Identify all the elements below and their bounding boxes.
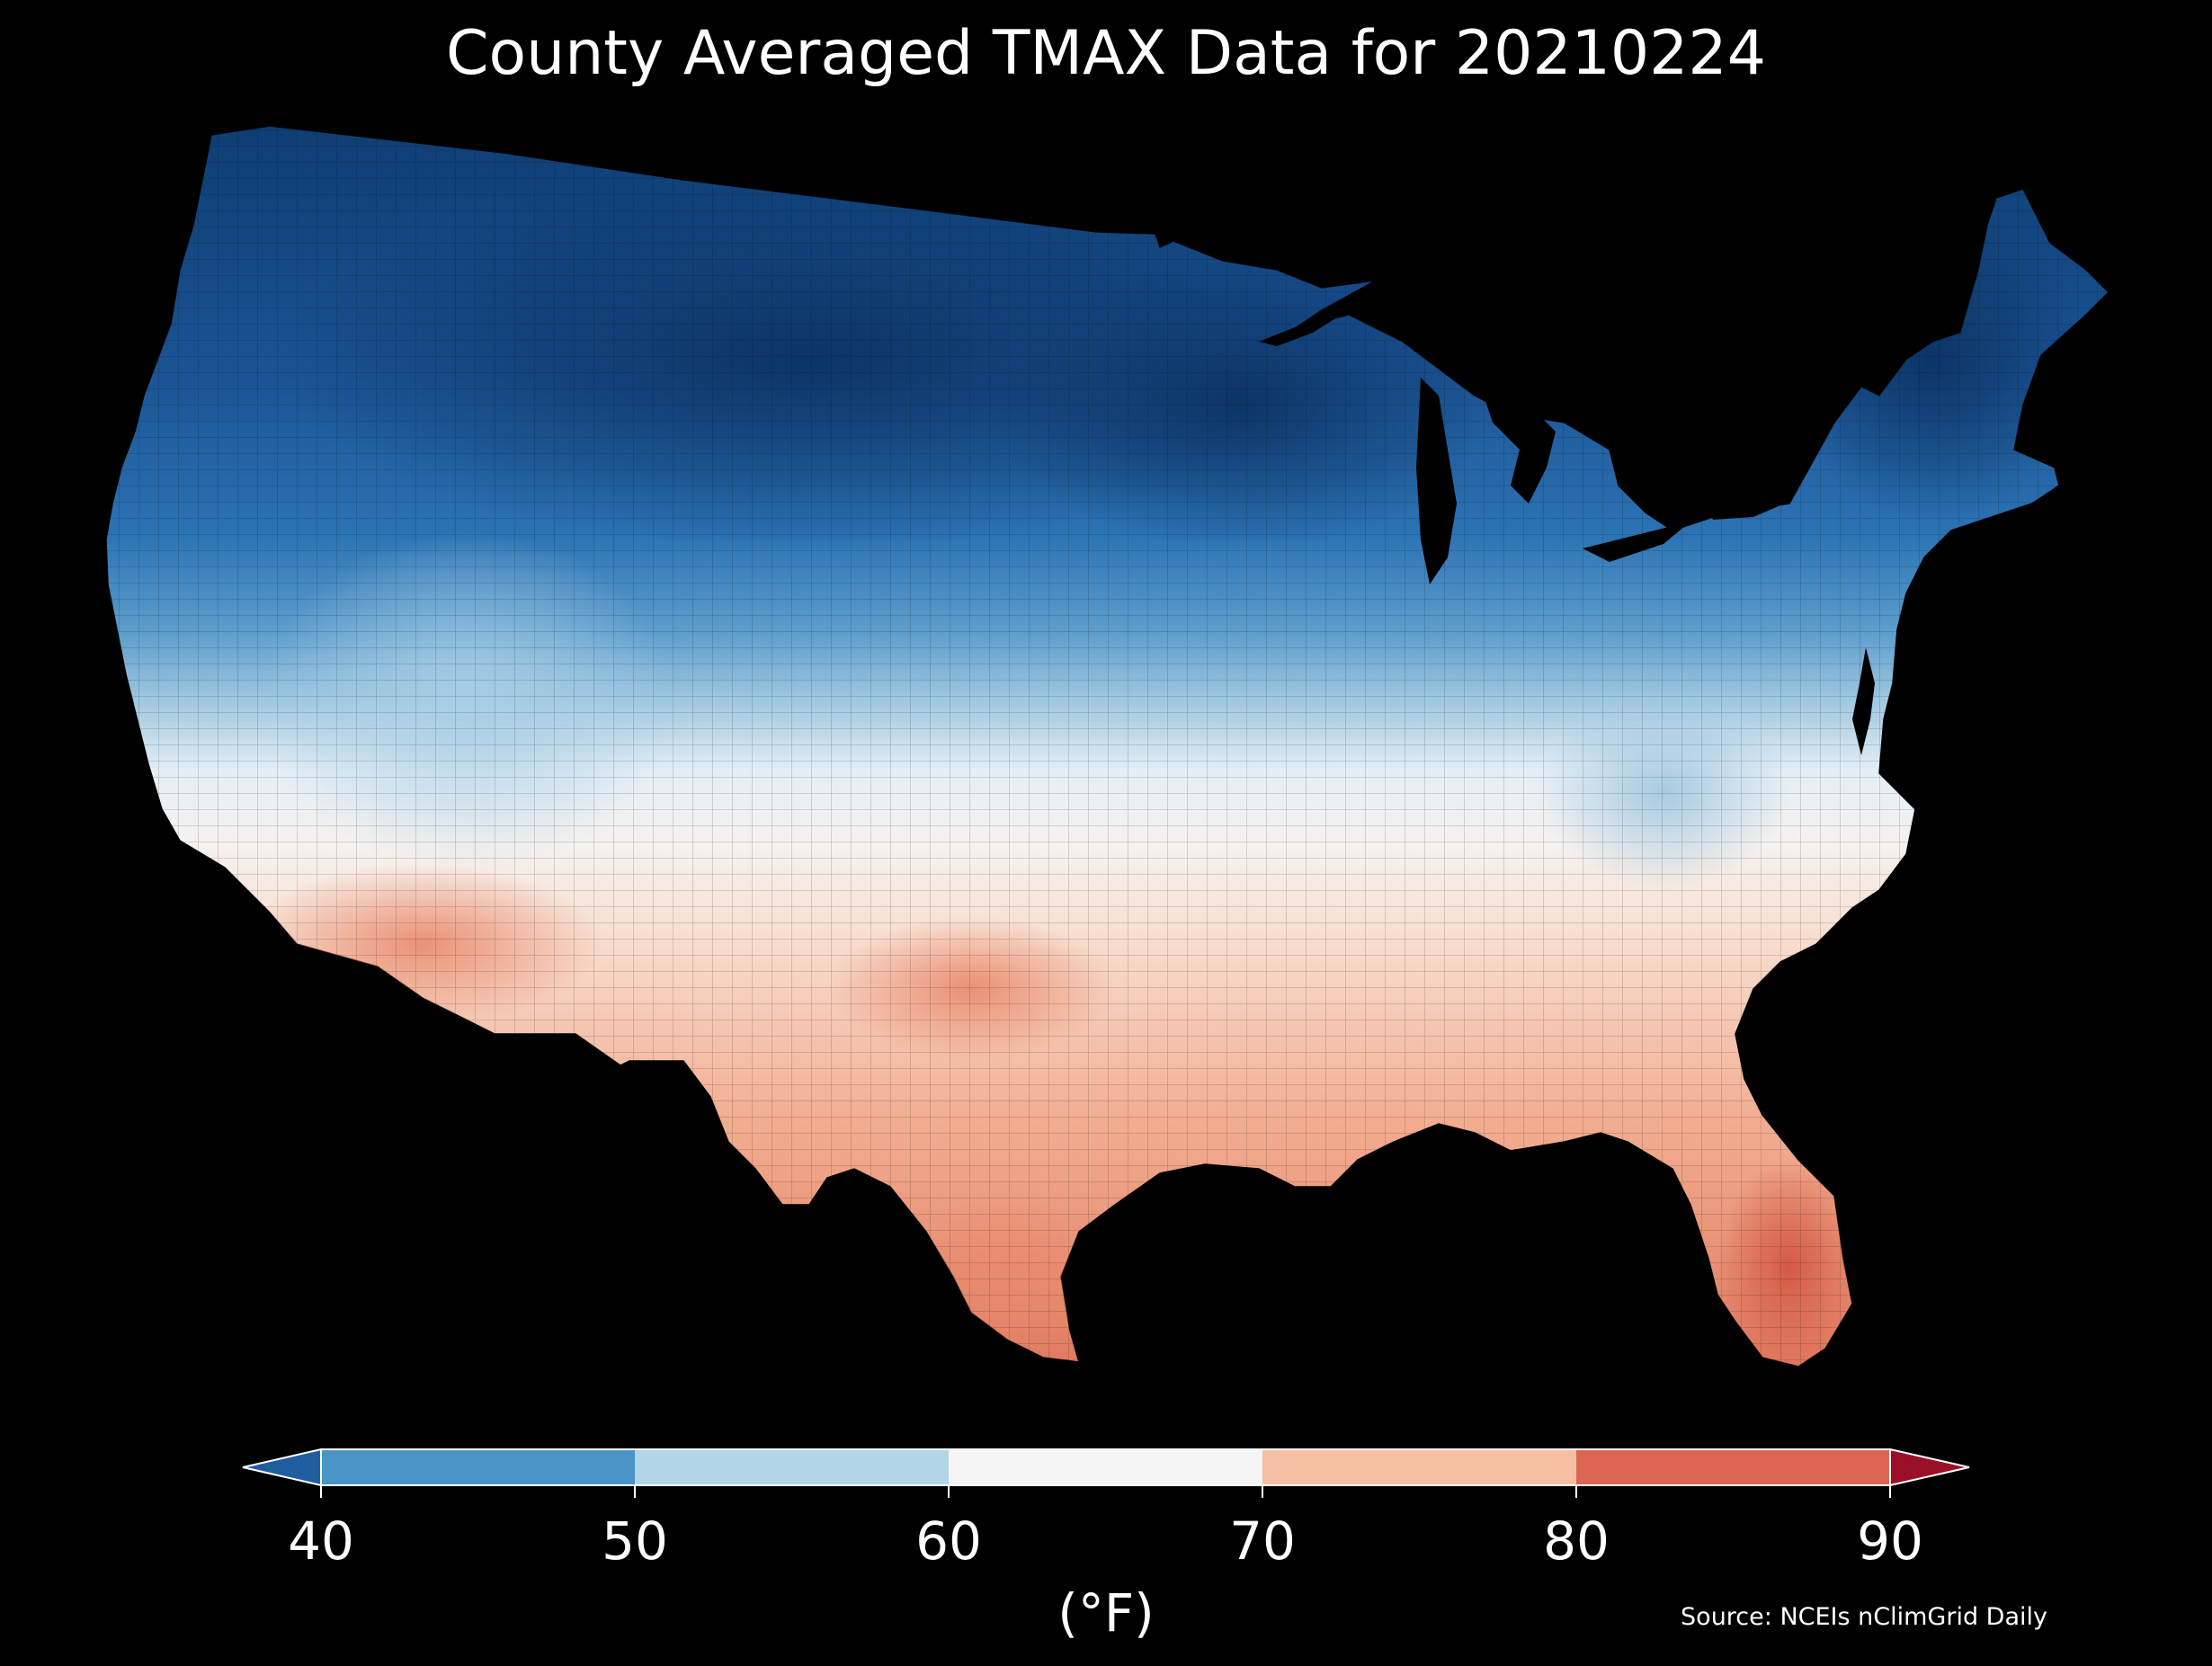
contiguous-us-map	[105, 125, 2110, 1368]
colorbar-tick-label: 70	[1229, 1510, 1296, 1572]
colorbar-bin-80-90	[1576, 1449, 1890, 1485]
colorbar-bin-50-60	[635, 1449, 949, 1485]
colorbar-outline	[320, 1448, 1891, 1486]
lake-superior	[1259, 283, 1376, 346]
colorbar-tick-label: 60	[915, 1510, 982, 1572]
colorbar-over-arrow	[1889, 1448, 1970, 1487]
colorbar-bin-60-70	[949, 1449, 1262, 1485]
map-title: County Averaged TMAX Data for 20210224	[446, 18, 1766, 89]
chesapeake-bay	[1852, 647, 1875, 755]
lake-erie	[1583, 521, 1690, 562]
source-note: Source: NCEIs nClimGrid Daily	[1681, 1603, 2047, 1631]
colorbar-tick-label: 90	[1857, 1510, 1923, 1572]
colorbar-bin-70-80	[1262, 1449, 1576, 1485]
colorbar-tick-label: 40	[288, 1510, 354, 1572]
colorbar-under-arrow	[242, 1448, 322, 1487]
lake-huron	[1484, 396, 1556, 503]
colorbar-tick-label: 80	[1543, 1510, 1610, 1572]
colorbar	[242, 1448, 1970, 1498]
lake-michigan	[1416, 378, 1457, 584]
county-boundaries	[106, 126, 2109, 1367]
colorbar-tick-label: 50	[602, 1510, 668, 1572]
lake-ontario	[1708, 499, 1785, 520]
colorbar-unit-label: (°F)	[1057, 1582, 1155, 1644]
colorbar-bin-40-50	[321, 1449, 635, 1485]
